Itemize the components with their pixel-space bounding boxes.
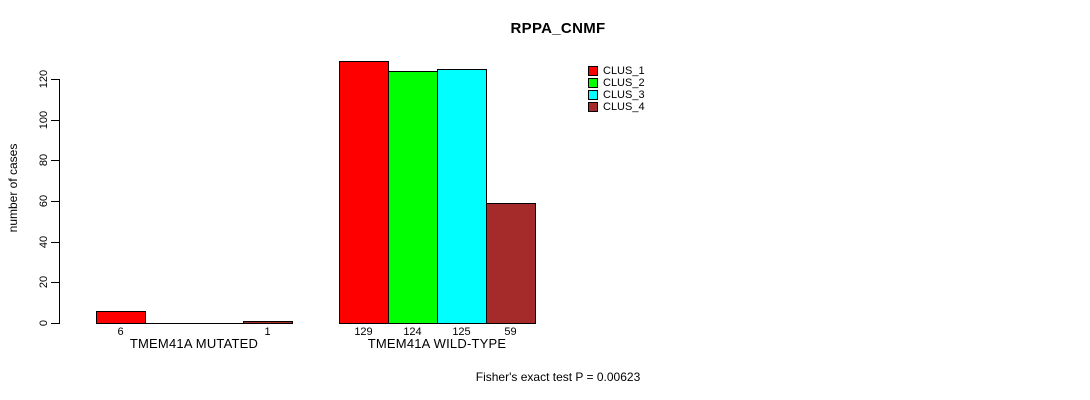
category-label: TMEM41A WILD-TYPE (367, 336, 507, 351)
y-axis-line (59, 79, 60, 324)
y-axis-tick (51, 242, 59, 243)
bar-clus_2 (145, 323, 195, 324)
fisher-test-annotation: Fisher's exact test P = 0.00623 (475, 370, 641, 384)
bar-clus_1 (339, 61, 389, 324)
y-tick-label: 60 (38, 194, 50, 208)
category-label: TMEM41A MUTATED (129, 336, 259, 351)
y-axis-tick (51, 79, 59, 80)
y-axis-tick (51, 282, 59, 283)
legend-item: CLUS_2 (588, 77, 645, 89)
y-axis-tick (51, 160, 59, 161)
y-axis-tick (51, 201, 59, 202)
y-tick-label: 20 (38, 275, 50, 289)
y-axis-tick (51, 120, 59, 121)
legend-item: CLUS_1 (588, 65, 645, 77)
bar-value-label: 59 (504, 326, 517, 338)
bar-value-label: 6 (117, 326, 124, 338)
legend-label: CLUS_4 (603, 101, 645, 113)
legend-label: CLUS_2 (603, 77, 645, 89)
legend-label: CLUS_1 (603, 65, 645, 77)
y-tick-label: 120 (38, 69, 50, 89)
legend-swatch-clus_2 (588, 78, 598, 88)
legend-item: CLUS_3 (588, 89, 645, 101)
y-tick-label: 40 (38, 235, 50, 249)
bar-clus_3 (194, 323, 244, 324)
legend-swatch-clus_1 (588, 66, 598, 76)
y-axis-tick (51, 323, 59, 324)
bar-clus_3 (437, 69, 487, 324)
bar-clus_4 (486, 203, 536, 324)
bar-clus_1 (96, 311, 146, 324)
bar-value-label: 125 (452, 326, 471, 338)
bar-value-label: 1 (264, 326, 271, 338)
legend-swatch-clus_3 (588, 90, 598, 100)
legend-label: CLUS_3 (603, 89, 645, 101)
y-tick-label: 0 (38, 319, 50, 327)
y-tick-label: 80 (38, 153, 50, 167)
bar-value-label: 124 (403, 326, 422, 338)
legend: CLUS_1 CLUS_2 CLUS_3 CLUS_4 (588, 66, 645, 114)
bar-clus_2 (388, 71, 438, 324)
bar-value-label: 129 (354, 326, 373, 338)
y-axis-label: number of cases (6, 143, 20, 233)
legend-swatch-clus_4 (588, 102, 598, 112)
legend-item: CLUS_4 (588, 101, 645, 113)
chart-title: RPPA_CNMF (510, 20, 606, 37)
bar-clus_4 (243, 321, 293, 324)
y-tick-label: 100 (38, 110, 50, 130)
